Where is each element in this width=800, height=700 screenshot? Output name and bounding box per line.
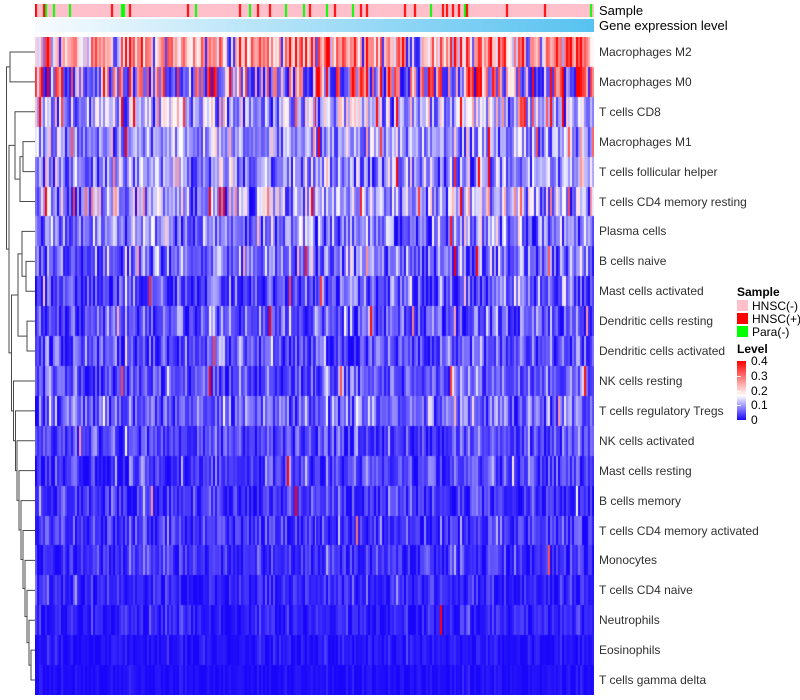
legend-item-label: HNSC(-) (752, 298, 798, 313)
legend-item: HNSC(+) (737, 312, 800, 325)
row-label: T cells CD4 memory activated (599, 523, 759, 538)
row-label: NK cells activated (599, 433, 695, 448)
legend-sample-title: Sample (737, 285, 780, 299)
row-label: B cells naive (599, 254, 667, 269)
legend-item-label: HNSC(+) (752, 311, 800, 326)
row-label: Dendritic cells activated (599, 344, 726, 359)
row-label: Plasma cells (599, 224, 667, 239)
colorbar-tick (737, 405, 741, 406)
legend: Sample HNSC(-) HNSC(+) Para(-) Level 0.4 0.… (737, 285, 800, 427)
legend-item: Para(-) (737, 325, 800, 338)
row-label: Mast cells resting (599, 463, 692, 478)
legend-item: HNSC(-) (737, 299, 800, 312)
row-label: Dendritic cells resting (599, 314, 714, 329)
row-label: NK cells resting (599, 373, 683, 388)
legend-sample-items: HNSC(-) HNSC(+) Para(-) (737, 299, 800, 338)
row-label: T cells CD8 (599, 104, 661, 119)
row-label: T cells follicular helper (599, 164, 718, 179)
row-label: Macrophages M0 (599, 74, 692, 89)
row-label: T cells CD4 memory resting (599, 194, 747, 209)
row-label: Monocytes (599, 553, 658, 568)
row-label: T cells CD4 naive (599, 583, 693, 598)
row-label: Mast cells activated (599, 284, 704, 299)
sample-track-label: Sample (599, 3, 644, 18)
row-label: Eosinophils (599, 643, 661, 658)
colorbar-tick (737, 376, 741, 377)
gene-track-label: Gene expression level (599, 18, 728, 33)
level-tick-label: 0.2 (751, 384, 768, 398)
row-label: Neutrophils (599, 613, 660, 628)
legend-level-title: Level (737, 342, 768, 356)
level-colorbar: 0.4 0.3 0.2 0.1 0 (737, 355, 800, 427)
heatmap-canvas (35, 37, 594, 695)
row-label: T cells regulatory Tregs (599, 403, 724, 418)
row-label: Macrophages M1 (599, 134, 692, 149)
legend-swatch (737, 300, 748, 311)
level-tick-label: 0.4 (751, 354, 768, 368)
level-colorbar-gradient (737, 361, 746, 420)
level-tick-label: 0.3 (751, 369, 768, 383)
row-label: B cells memory (599, 493, 682, 508)
row-label: Macrophages M2 (599, 44, 692, 59)
level-tick-label: 0 (751, 413, 758, 427)
gene-expression-track (35, 19, 594, 32)
legend-swatch (737, 313, 748, 324)
legend-item-label: Para(-) (752, 324, 790, 339)
legend-swatch (737, 326, 748, 337)
level-tick-label: 0.1 (751, 398, 768, 412)
sample-annotation-track (35, 4, 594, 17)
row-label: T cells gamma delta (599, 673, 707, 688)
colorbar-tick (737, 391, 741, 392)
